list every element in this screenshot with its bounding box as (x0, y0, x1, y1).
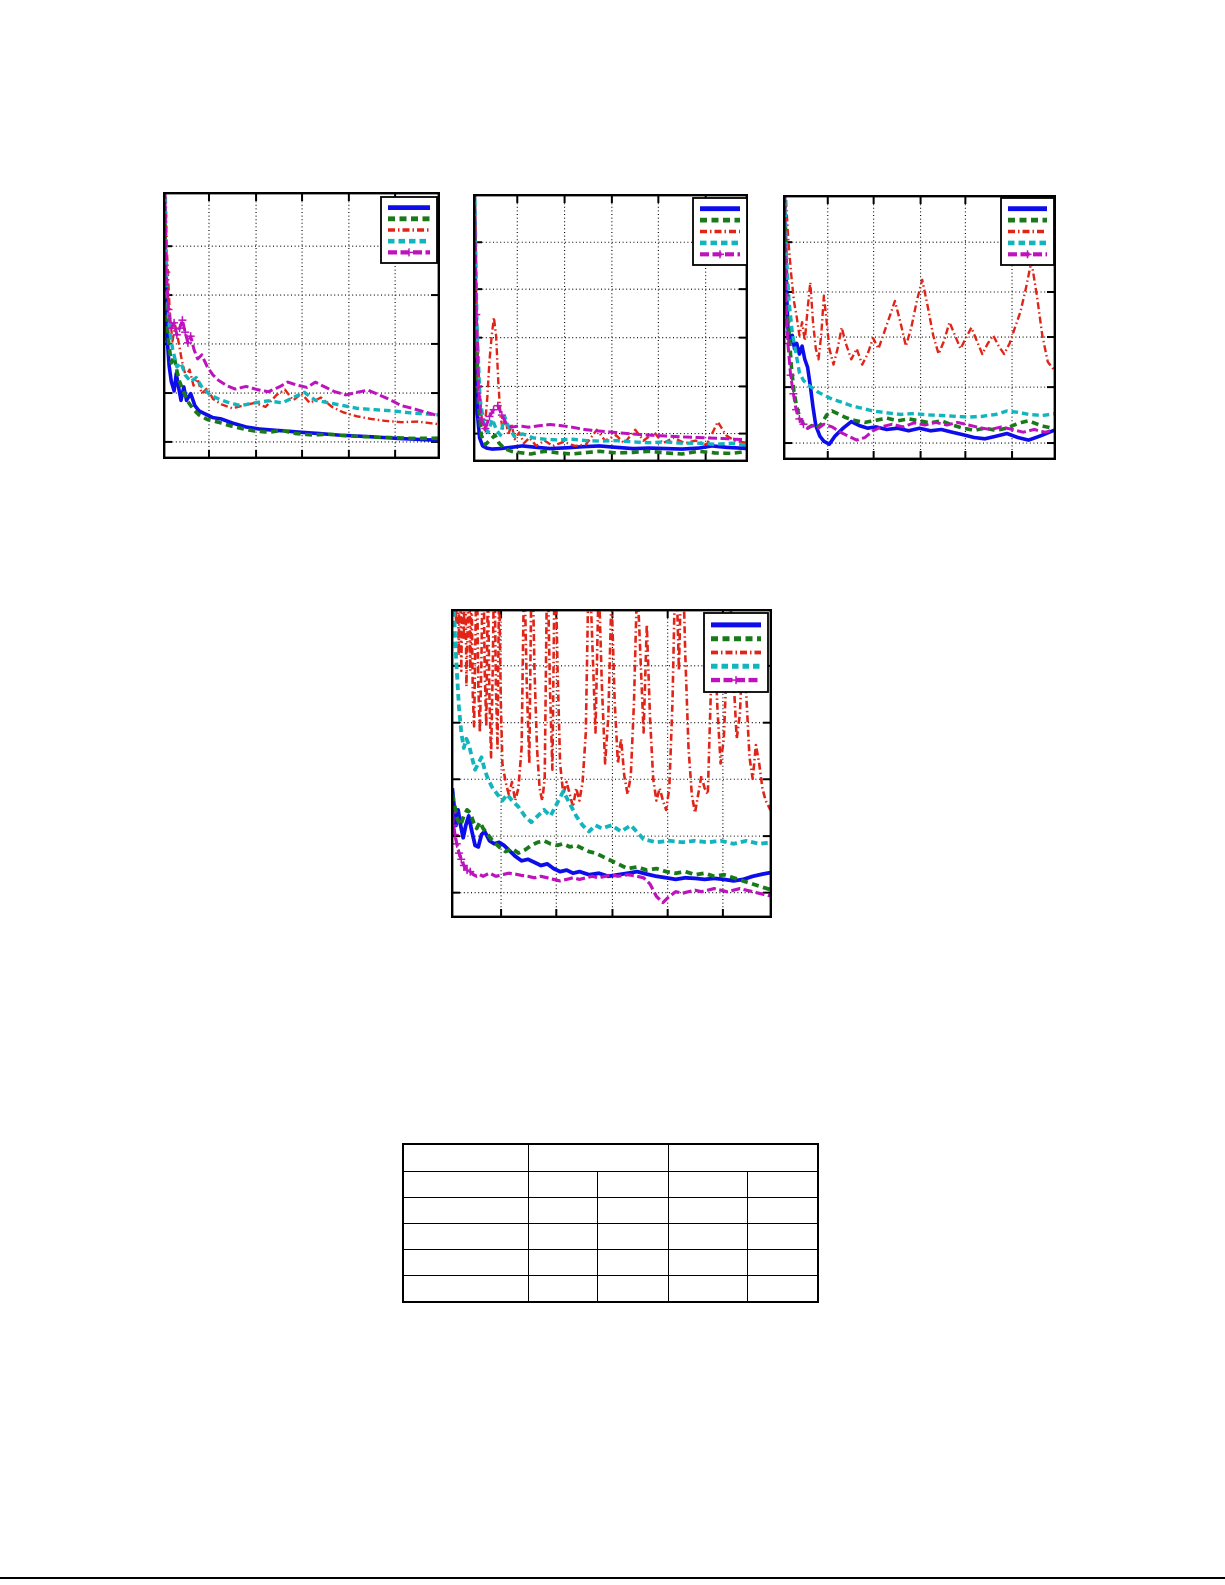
figure-middle-large-svg (451, 609, 772, 918)
series-blue-solid (785, 197, 1054, 446)
legend (703, 612, 769, 693)
table-cell (596, 1171, 669, 1198)
series-magenta-dashdot-plus (785, 197, 1054, 442)
table-cell (402, 1275, 529, 1303)
table-cell (527, 1223, 598, 1250)
table-cell (746, 1171, 819, 1198)
table-cell (746, 1197, 819, 1224)
table-cell (596, 1249, 669, 1276)
figure-top-left-line-chart (163, 192, 440, 459)
plot-border (451, 609, 772, 918)
table-row (402, 1197, 819, 1224)
table-header-cell (402, 1143, 529, 1172)
plot-border (783, 195, 1056, 460)
series-green-dashed (475, 196, 746, 456)
series-cyan-dashed (785, 197, 1054, 419)
table-cell (746, 1275, 819, 1303)
series-blue-solid (453, 788, 770, 883)
series-group (785, 197, 1054, 446)
series-group (475, 196, 746, 456)
legend (692, 197, 748, 266)
figure-top-middle-line-chart (473, 194, 748, 462)
table-cell (667, 1249, 748, 1276)
table-cell (746, 1223, 819, 1250)
results-table (402, 1143, 819, 1303)
table-cell (667, 1197, 748, 1224)
table-cell (667, 1171, 748, 1198)
table-cell (596, 1197, 669, 1224)
series-group (165, 194, 438, 443)
series-green-dashed (453, 794, 770, 892)
series-cyan-dashed (453, 611, 770, 846)
table-header-cell (527, 1143, 669, 1172)
figure-top-right-line-chart (783, 195, 1056, 460)
legend (1000, 197, 1055, 266)
figure-top-left-svg (163, 192, 440, 459)
table-cell (596, 1275, 669, 1303)
table-cell (667, 1223, 748, 1250)
table-header-cell (667, 1143, 819, 1172)
table-cell (527, 1197, 598, 1224)
footnote-rule (0, 1577, 1225, 1579)
table-cell (596, 1223, 669, 1250)
figure-middle-large-line-chart (451, 609, 772, 918)
plot-border (163, 192, 440, 459)
series-group (453, 611, 770, 905)
table-cell (527, 1275, 598, 1303)
table-cell (402, 1223, 529, 1250)
table-cell (746, 1249, 819, 1276)
series-red-dashdot (785, 197, 1054, 372)
table-cell (402, 1171, 529, 1198)
table-row (402, 1223, 819, 1250)
table-header-row (402, 1143, 819, 1172)
legend (380, 196, 438, 264)
plot-border (473, 194, 748, 462)
series-red-dashdot (475, 196, 746, 448)
table-row (402, 1275, 819, 1303)
table-row (402, 1171, 819, 1198)
figure-top-middle-svg (473, 194, 748, 462)
table-row (402, 1249, 819, 1276)
figure-top-right-svg (783, 195, 1056, 460)
series-blue-solid (475, 196, 746, 451)
series-cyan-dashed (475, 196, 746, 447)
table-cell (402, 1197, 529, 1224)
table-cell (527, 1171, 598, 1198)
series-red-dashdot (454, 611, 770, 815)
table-cell (667, 1275, 748, 1303)
series-magenta-dashdot-plus (453, 812, 770, 905)
table-cell (527, 1249, 598, 1276)
series-cyan-dashed (165, 194, 438, 417)
table-cell (402, 1249, 529, 1276)
